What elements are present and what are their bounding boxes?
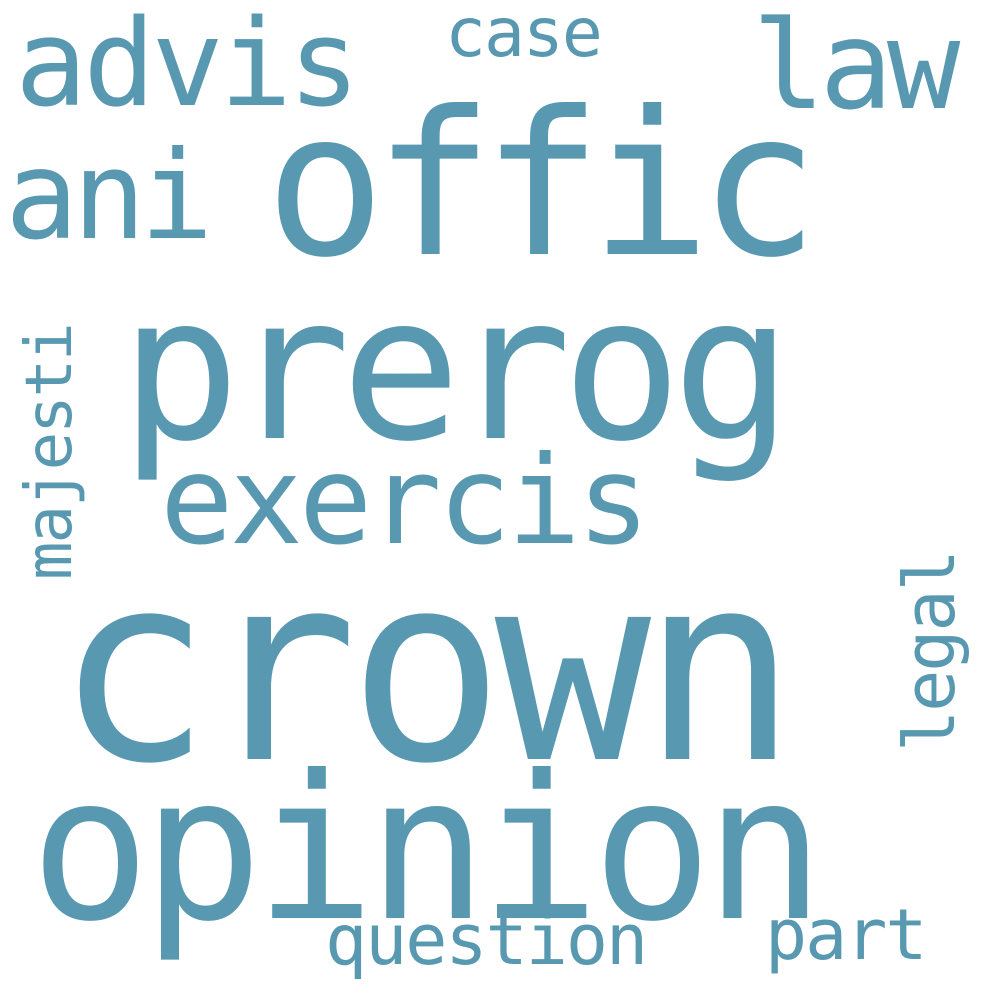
word-legal: legal bbox=[889, 551, 971, 752]
word-law: law bbox=[752, 0, 960, 137]
word-exercis: exercis bbox=[160, 430, 650, 572]
word-offic: offic bbox=[265, 69, 819, 302]
word-ani: ani bbox=[5, 125, 213, 267]
word-crown: crown bbox=[55, 519, 798, 821]
word-part: part bbox=[765, 894, 928, 976]
word-case: case bbox=[445, 0, 603, 73]
word-majesti: majesti bbox=[13, 324, 87, 580]
word-question: question bbox=[325, 899, 648, 981]
word-prerog: prerog bbox=[120, 253, 792, 486]
word-opinion: opinion bbox=[30, 733, 825, 966]
word-advis: advis bbox=[15, 0, 360, 134]
